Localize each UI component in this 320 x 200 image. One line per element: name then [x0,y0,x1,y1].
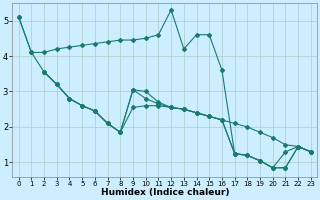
X-axis label: Humidex (Indice chaleur): Humidex (Indice chaleur) [100,188,229,197]
